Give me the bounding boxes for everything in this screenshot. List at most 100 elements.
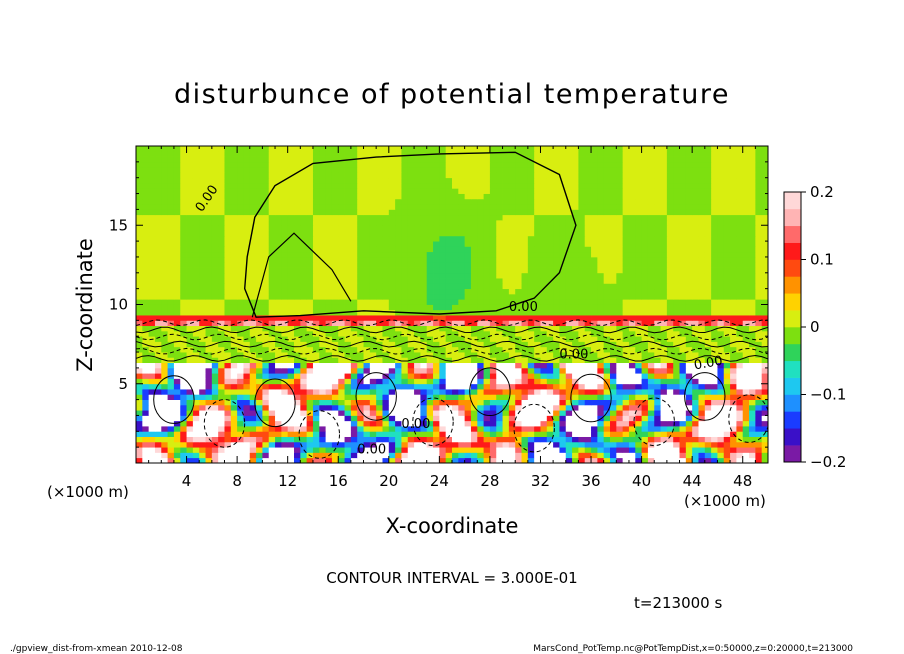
heatmap-cell [584,209,592,216]
heatmap-cell [376,209,383,216]
heatmap-cell [331,431,339,437]
heatmap-cell [749,373,756,379]
heatmap-cell [666,352,674,358]
heatmap-cell [546,198,554,205]
heatmap-cell [616,447,624,453]
heatmap-cell [281,309,289,316]
heatmap-cell [218,378,225,385]
heatmap-cell [641,404,649,411]
heatmap-cell [275,325,282,332]
heatmap-cell [685,362,693,369]
heatmap-cell [401,209,409,216]
heatmap-cell [755,410,763,416]
heatmap-cell [262,283,270,290]
heatmap-cell [300,394,308,400]
heatmap-cell [376,293,383,300]
heatmap-cell [534,315,541,321]
heatmap-cell [654,283,661,290]
heatmap-cell [275,293,282,300]
heatmap-cell [761,251,768,258]
heatmap-cell [230,241,238,247]
heatmap-cell [369,235,377,242]
heatmap-cell [749,383,756,390]
heatmap-cell [173,394,181,400]
heatmap-cell [635,262,642,268]
heatmap-cell [388,415,396,422]
heatmap-cell [496,441,503,448]
heatmap-cell [553,426,560,432]
heatmap-cell [136,225,143,231]
heatmap-cell [281,436,289,443]
heatmap-cell [199,293,206,300]
heatmap-cell [730,246,737,253]
heatmap-cell [426,378,434,385]
heatmap-cell [331,457,339,463]
heatmap-cell [142,362,150,369]
heatmap-cell [470,320,478,327]
heatmap-cell [445,362,453,369]
heatmap-cell [546,325,554,332]
heatmap-cell [148,330,156,337]
heatmap-cell [622,362,630,369]
heatmap-cell [268,373,276,379]
heatmap-cell [300,325,308,332]
heatmap-cell [401,457,409,463]
heatmap-cell [230,330,238,337]
heatmap-cell [452,341,459,348]
heatmap-cell [294,278,301,284]
heatmap-cell [420,299,428,305]
heatmap-cell [578,330,586,337]
heatmap-cell [673,399,680,406]
heatmap-cell [439,378,447,385]
heatmap-cell [666,278,674,284]
heatmap-cell [704,225,712,231]
heatmap-cell [262,204,270,210]
heatmap-cell [180,278,187,284]
heatmap-cell [388,336,396,342]
heatmap-cell [281,336,289,342]
heatmap-cell [704,219,712,226]
heatmap-cell [502,320,510,327]
heatmap-cell [685,293,693,300]
heatmap-cell [331,304,339,311]
heatmap-cell [173,278,181,284]
heatmap-cell [230,415,238,422]
heatmap-cell [635,230,642,237]
heatmap-cell [414,378,421,385]
heatmap-cell [692,219,699,226]
heatmap-cell [420,447,428,453]
heatmap-cell [673,246,680,253]
heatmap-cell [496,267,503,274]
heatmap-cell [723,214,731,221]
heatmap-cell [224,341,232,348]
heatmap-cell [616,230,624,237]
heatmap-cell [312,235,320,242]
heatmap-cell [414,389,421,395]
heatmap-cell [755,341,763,348]
heatmap-cell [388,447,396,453]
heatmap-cell [622,410,630,416]
heatmap-cell [477,404,484,411]
heatmap-cell [610,262,617,268]
heatmap-cell [603,426,611,432]
heatmap-cell [470,225,478,231]
heatmap-cell [622,278,630,284]
heatmap-cell [572,241,579,247]
heatmap-cell [376,267,383,274]
heatmap-cell [376,452,383,459]
heatmap-cell [698,219,706,226]
heatmap-cell [749,362,756,369]
heatmap-cell [161,452,168,459]
heatmap-cell [704,341,712,348]
heatmap-cell [584,219,592,226]
heatmap-cell [477,457,484,463]
heatmap-cell [445,198,453,205]
heatmap-cell [508,293,516,300]
heatmap-cell [420,209,428,216]
heatmap-cell [603,299,611,305]
heatmap-cell [540,373,548,379]
heatmap-cell [749,251,756,258]
heatmap-cell [635,378,642,385]
heatmap-cell [730,357,737,364]
heatmap-cell [338,447,345,453]
